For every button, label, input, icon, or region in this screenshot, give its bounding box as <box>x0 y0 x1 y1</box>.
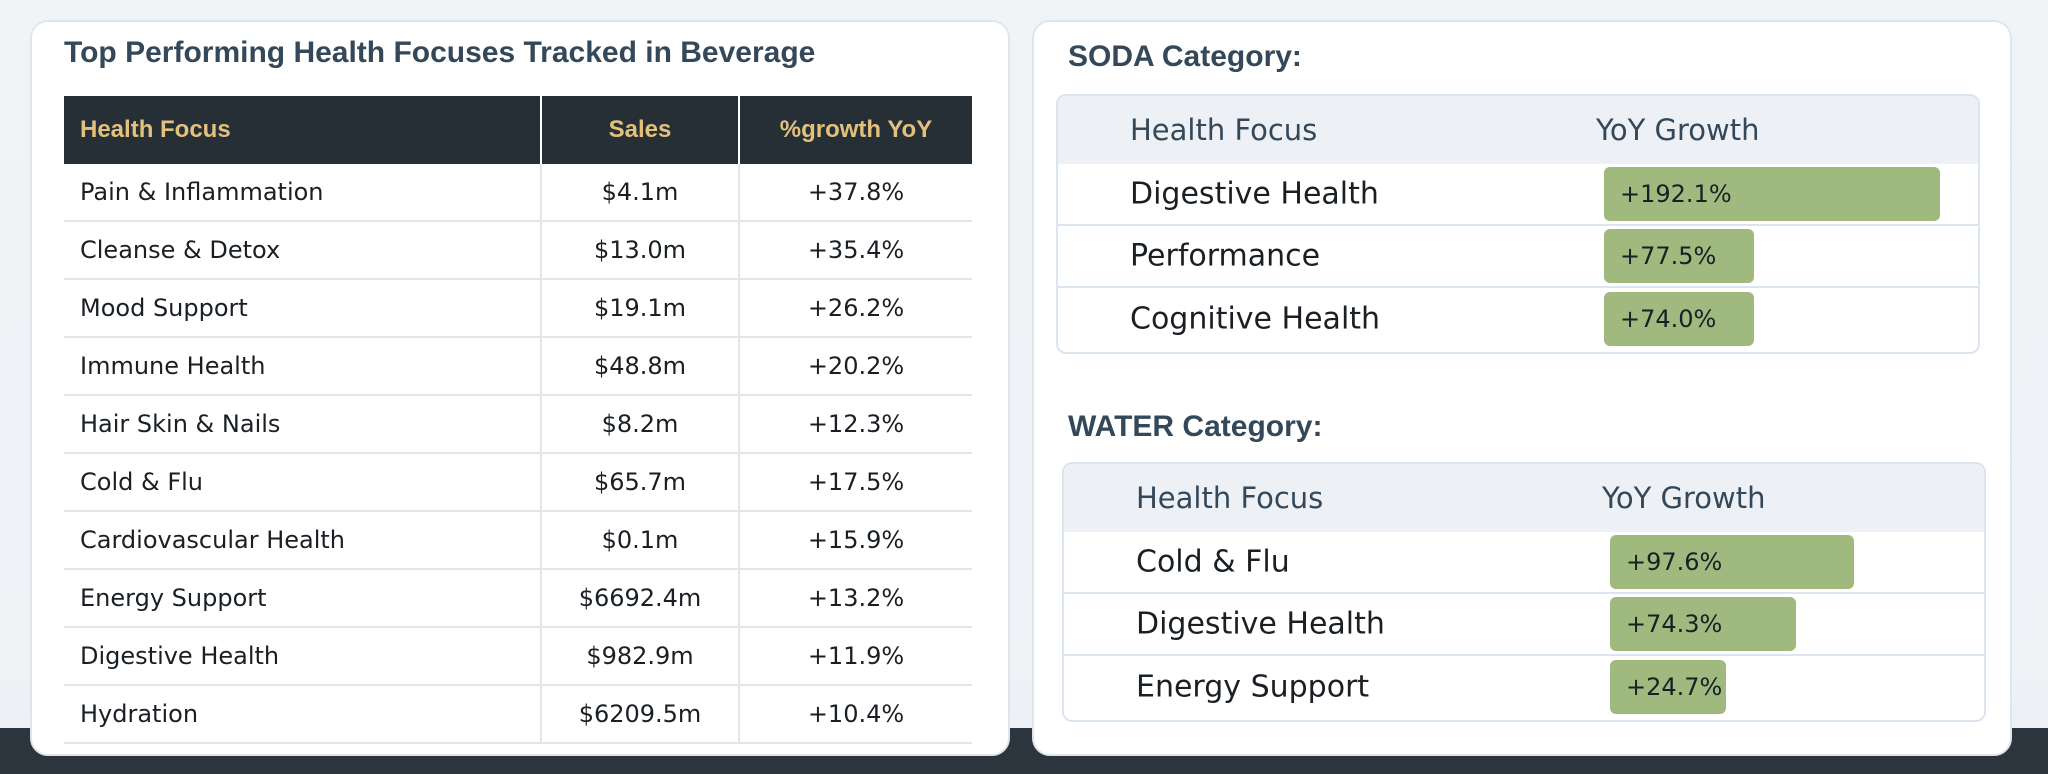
water-table-header: Health Focus YoY Growth <box>1064 464 1984 532</box>
sales-cell: $13.0m <box>541 221 740 280</box>
health-focus-cell: Hair Skin & Nails <box>64 395 542 454</box>
table-row: Hair Skin & Nails $8.2m +12.3% <box>64 395 972 454</box>
water-growth-bar: +24.7% <box>1610 660 1726 714</box>
sales-cell: $8.2m <box>541 395 740 454</box>
water-row: Energy Support +24.7% <box>1064 656 1984 718</box>
table-row: Cardiovascular Health $0.1m +15.9% <box>64 511 972 570</box>
water-category-title: WATER Category: <box>1068 410 1323 443</box>
water-header-yoy-growth: YoY Growth <box>1602 481 1766 515</box>
column-header-sales: Sales <box>541 96 740 164</box>
water-row: Cold & Flu +97.6% <box>1064 532 1984 594</box>
growth-cell: +12.3% <box>739 395 972 454</box>
health-focus-cell: Cleanse & Detox <box>64 221 542 280</box>
health-focus-cell: Immune Health <box>64 337 542 396</box>
growth-cell: +10.4% <box>739 685 972 744</box>
soda-row-label: Performance <box>1130 238 1321 274</box>
table-row: Immune Health $48.8m +20.2% <box>64 337 972 396</box>
table-row: Cleanse & Detox $13.0m +35.4% <box>64 221 972 280</box>
table-row: Cold & Flu $65.7m +17.5% <box>64 453 972 512</box>
sales-cell: $4.1m <box>541 164 740 222</box>
column-header-growth: %growth YoY <box>739 96 972 164</box>
sales-cell: $6209.5m <box>541 685 740 744</box>
main-table-title: Top Performing Health Focuses Tracked in… <box>64 36 816 69</box>
growth-cell: +15.9% <box>739 511 972 570</box>
health-focus-table: Health Focus Sales %growth YoY Pain & In… <box>64 96 972 744</box>
health-focus-cell: Hydration <box>64 685 542 744</box>
water-growth-bar: +74.3% <box>1610 597 1796 651</box>
growth-cell: +17.5% <box>739 453 972 512</box>
soda-growth-bar: +77.5% <box>1604 229 1754 283</box>
health-focus-cell: Cold & Flu <box>64 453 542 512</box>
growth-cell: +37.8% <box>739 164 972 222</box>
health-focus-cell: Pain & Inflammation <box>64 164 542 222</box>
soda-row-label: Cognitive Health <box>1130 301 1381 337</box>
health-focus-cell: Cardiovascular Health <box>64 511 542 570</box>
table-row: Energy Support $6692.4m +13.2% <box>64 569 972 628</box>
soda-category-title: SODA Category: <box>1068 40 1302 73</box>
sales-cell: $65.7m <box>541 453 740 512</box>
growth-cell: +20.2% <box>739 337 972 396</box>
soda-header-yoy-growth: YoY Growth <box>1596 113 1760 147</box>
table-header-row: Health Focus Sales %growth YoY <box>64 96 972 164</box>
water-row: Digestive Health +74.3% <box>1064 594 1984 656</box>
water-row-label: Energy Support <box>1136 669 1370 705</box>
sales-cell: $982.9m <box>541 627 740 686</box>
health-focus-cell: Energy Support <box>64 569 542 628</box>
water-growth-bar: +97.6% <box>1610 535 1854 589</box>
growth-cell: +26.2% <box>739 279 972 338</box>
main-table-card: Top Performing Health Focuses Tracked in… <box>30 20 1010 756</box>
table-row: Pain & Inflammation $4.1m +37.8% <box>64 164 972 222</box>
growth-cell: +35.4% <box>739 221 972 280</box>
health-focus-cell: Mood Support <box>64 279 542 338</box>
soda-growth-bar: +192.1% <box>1604 167 1941 221</box>
soda-growth-table: Health Focus YoY Growth Digestive Health… <box>1056 94 1980 354</box>
soda-growth-bar: +74.0% <box>1604 292 1754 346</box>
health-focus-cell: Digestive Health <box>64 627 542 686</box>
soda-row-label: Digestive Health <box>1130 176 1379 212</box>
sales-cell: $0.1m <box>541 511 740 570</box>
sales-cell: $6692.4m <box>541 569 740 628</box>
column-header-health-focus: Health Focus <box>64 96 542 164</box>
table-row: Mood Support $19.1m +26.2% <box>64 279 972 338</box>
soda-header-health-focus: Health Focus <box>1130 113 1318 147</box>
table-row: Digestive Health $982.9m +11.9% <box>64 627 972 686</box>
water-row-label: Digestive Health <box>1136 606 1385 642</box>
table-row: Hydration $6209.5m +10.4% <box>64 685 972 744</box>
sales-cell: $48.8m <box>541 337 740 396</box>
water-row-label: Cold & Flu <box>1136 544 1290 580</box>
sales-cell: $19.1m <box>541 279 740 338</box>
soda-table-header: Health Focus YoY Growth <box>1058 96 1978 164</box>
water-header-health-focus: Health Focus <box>1136 481 1324 515</box>
soda-row: Digestive Health +192.1% <box>1058 164 1978 226</box>
soda-row: Cognitive Health +74.0% <box>1058 288 1978 350</box>
growth-cell: +11.9% <box>739 627 972 686</box>
growth-cell: +13.2% <box>739 569 972 628</box>
soda-row: Performance +77.5% <box>1058 226 1978 288</box>
category-card: SODA Category: Health Focus YoY Growth D… <box>1032 20 2012 756</box>
water-growth-table: Health Focus YoY Growth Cold & Flu +97.6%… <box>1062 462 1986 722</box>
